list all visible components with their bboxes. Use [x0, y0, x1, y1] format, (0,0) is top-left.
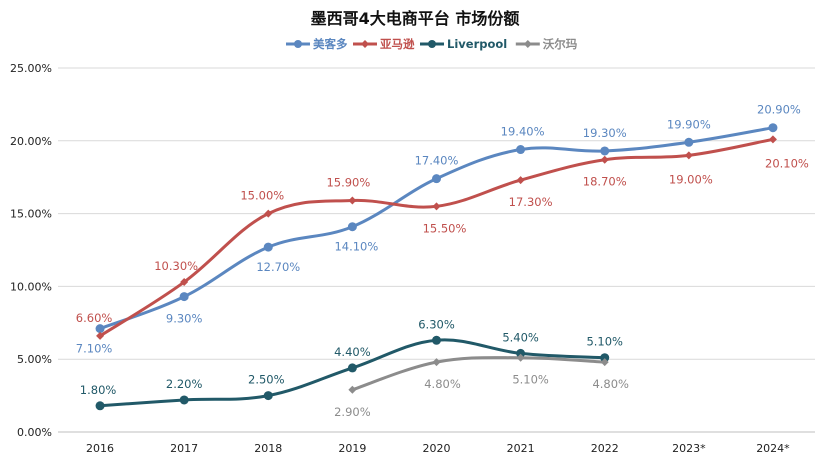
- data-label: 17.40%: [415, 154, 459, 168]
- data-point: [347, 222, 357, 232]
- x-tick-label: 2021: [507, 442, 535, 455]
- data-point: [263, 391, 273, 401]
- data-label: 6.60%: [76, 311, 113, 325]
- x-tick-label: 2022: [591, 442, 619, 455]
- data-label: 20.10%: [765, 156, 809, 170]
- data-point: [96, 331, 105, 340]
- data-point: [348, 196, 357, 205]
- data-point: [347, 363, 357, 373]
- legend: 美客多 亚马逊 Liverpool 沃尔玛: [286, 37, 578, 51]
- legend-marker: [428, 40, 436, 48]
- data-label: 12.70%: [256, 260, 300, 274]
- legend-label: Liverpool: [447, 37, 507, 51]
- data-point: [768, 123, 778, 133]
- data-point: [264, 209, 273, 218]
- data-label: 5.10%: [512, 373, 549, 387]
- y-tick-label: 20.00%: [10, 135, 52, 148]
- data-point: [432, 174, 441, 184]
- data-label: 15.00%: [240, 189, 284, 203]
- data-label: 4.80%: [424, 377, 461, 391]
- data-label: 19.30%: [583, 126, 627, 140]
- legend-label: 沃尔玛: [543, 37, 578, 51]
- data-point: [179, 292, 189, 302]
- legend-marker: [361, 40, 369, 48]
- y-tick-label: 10.00%: [10, 280, 52, 293]
- data-label: 5.10%: [586, 335, 623, 349]
- data-point: [432, 202, 441, 211]
- data-point: [516, 145, 526, 155]
- data-label: 17.30%: [509, 195, 553, 209]
- data-point: [600, 353, 610, 363]
- data-label: 2.50%: [248, 373, 285, 387]
- data-point: [432, 358, 441, 367]
- data-point: [516, 348, 526, 358]
- x-tick-label: 2019: [338, 442, 366, 455]
- data-point: [348, 385, 357, 394]
- data-label: 19.90%: [667, 117, 711, 131]
- data-point: [95, 324, 105, 334]
- data-label: 9.30%: [166, 312, 203, 326]
- y-tick-label: 15.00%: [10, 208, 52, 221]
- data-label: 14.10%: [334, 240, 378, 254]
- data-label: 19.00%: [669, 172, 713, 186]
- data-label: 15.90%: [326, 175, 370, 189]
- x-tick-label: 2023*: [672, 442, 706, 455]
- x-tick-label: 2020: [423, 442, 451, 455]
- data-point: [180, 278, 189, 287]
- series-markers: [95, 123, 778, 411]
- data-label: 7.10%: [76, 342, 113, 356]
- legend-marker: [294, 40, 302, 48]
- x-tick-label: 2018: [254, 442, 282, 455]
- data-label: 2.20%: [166, 377, 203, 391]
- legend-marker: [523, 40, 532, 48]
- data-label: 4.40%: [334, 345, 371, 359]
- data-point: [95, 401, 105, 411]
- legend-label: 美客多: [313, 37, 348, 51]
- data-point: [600, 358, 609, 367]
- data-label: 2.90%: [334, 405, 371, 419]
- chart-title: 墨西哥4大电商平台 市场份额: [311, 9, 520, 28]
- x-tick-label: 2016: [86, 442, 114, 455]
- data-point: [516, 176, 525, 185]
- data-point: [768, 135, 777, 144]
- y-tick-label: 25.00%: [10, 62, 52, 75]
- y-tick-label: 5.00%: [17, 353, 52, 366]
- data-point: [600, 146, 610, 156]
- data-label: 4.80%: [592, 377, 629, 391]
- series-line: [350, 356, 607, 392]
- data-point: [516, 353, 525, 362]
- data-point: [684, 137, 694, 147]
- series-line: [98, 137, 775, 338]
- legend-label: 亚马逊: [380, 37, 415, 51]
- x-tick-label: 2017: [170, 442, 198, 455]
- x-tick-label: 2024*: [756, 442, 790, 455]
- data-point: [684, 151, 693, 160]
- data-label: 5.40%: [502, 330, 539, 344]
- data-point: [432, 335, 441, 345]
- data-label: 10.30%: [154, 259, 198, 273]
- data-point: [179, 395, 189, 405]
- data-label: 19.40%: [501, 125, 545, 139]
- data-point: [263, 242, 273, 252]
- data-label: 6.30%: [418, 317, 455, 331]
- data-point: [600, 155, 609, 164]
- data-labels: 7.10% 9.30% 12.70% 14.10% 17.40% 19.40% 19.30%…: [76, 103, 809, 419]
- y-tick-label: 0.00%: [17, 426, 52, 439]
- axes: 0.00% 5.00% 10.00% 15.00% 20.00% 25.00% 2016 20…: [10, 62, 815, 455]
- data-label: 15.50%: [423, 221, 467, 235]
- data-label: 18.70%: [583, 175, 627, 189]
- data-label: 1.80%: [80, 383, 117, 397]
- data-label: 20.90%: [757, 103, 801, 117]
